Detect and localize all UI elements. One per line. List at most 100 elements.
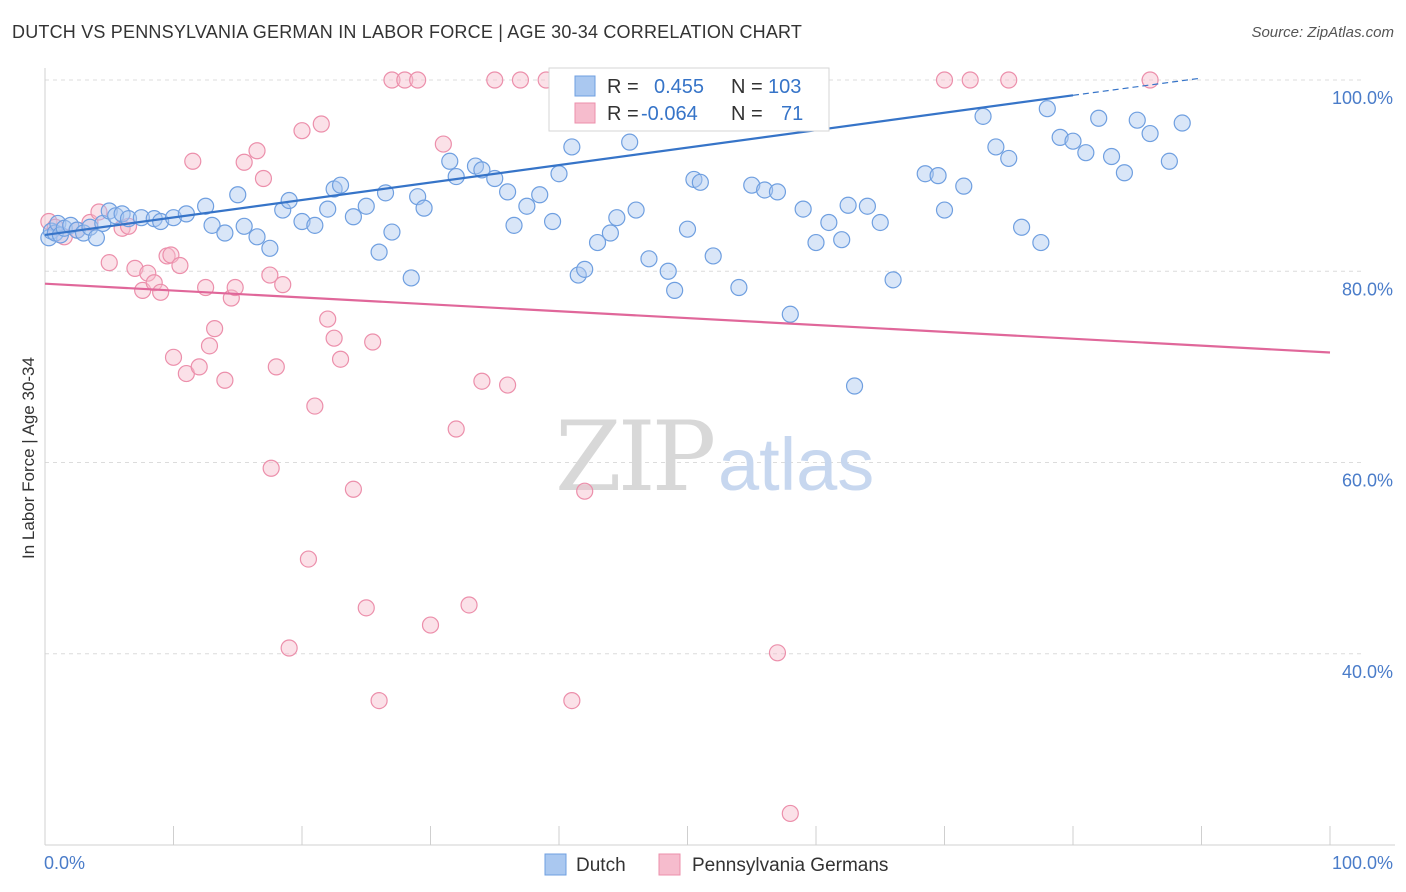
penn-point [254,169,273,188]
penn-point [370,692,388,710]
stats-legend: R = 0.455 N = 103 R = -0.064 N = 71 [548,67,830,132]
watermark: ZIP atlas [555,401,874,513]
penn-point [460,596,478,614]
dutch-point [518,197,536,215]
dutch-point [216,224,234,242]
dutch-point [627,201,645,219]
penn-r-value: -0.064 [641,103,698,125]
dutch-point [768,183,787,201]
dutch-point [415,199,433,217]
dutch-point [1115,164,1134,182]
watermark-zip: ZIP [555,401,714,513]
penn-n-value: 71 [781,103,803,125]
dutch-point [344,208,362,226]
series-legend-penn-label: Pennsylvania Germans [692,855,888,876]
dutch-point [261,239,279,257]
dutch-point [807,233,825,252]
dutch-point [935,201,954,219]
dutch-point [839,196,857,214]
dutch-point [152,212,170,231]
dutch-point [499,183,517,201]
penn-point [576,482,594,500]
dutch-point [441,152,459,170]
dutch-point [884,271,902,289]
dutch-n-value: 103 [768,76,801,98]
dutch-point [608,209,626,227]
dutch-point [306,216,324,234]
penn-n-label: N = [731,103,763,125]
penn-point [248,142,266,160]
dutch-point [588,233,607,252]
dutch-point [781,305,799,323]
dutch-point [1173,114,1191,132]
penn-point [216,371,234,389]
y-tick-label: 60.0% [1342,471,1393,491]
penn-point [190,358,208,376]
watermark-atlas: atlas [718,423,874,506]
y-axis-label: In Labor Force | Age 30-34 [19,357,38,559]
dutch-point [197,197,215,215]
dutch-point [1032,233,1050,252]
dutch-point [1051,128,1069,146]
dutch-trend-line [44,94,1074,237]
dutch-point [576,260,594,278]
dutch-r-label: R = [607,76,639,98]
legend-swatch-penn [574,102,596,124]
dutch-point [235,217,253,235]
dutch-point [473,161,491,179]
dutch-point [1064,132,1082,150]
dutch-point [1090,109,1108,127]
dutch-point [871,213,889,232]
dutch-point [678,220,697,238]
penn-point [499,376,517,394]
x-tick-label-end: 100.0% [1332,853,1393,873]
dutch-point [505,216,523,234]
penn-point [434,135,452,153]
dutch-point [755,181,774,199]
penn-point [511,71,530,89]
dutch-point [621,133,639,151]
dutch-point [543,212,562,231]
dutch-point [293,212,311,231]
dutch-point [87,229,106,247]
penn-point [421,616,440,634]
dutch-point [601,224,620,242]
dutch-point [1038,100,1056,118]
y-tick-label: 40.0% [1342,662,1393,682]
dutch-point [833,231,851,249]
series-legend-dutch-swatch [544,853,567,876]
dutch-point [858,197,877,215]
penn-point [184,152,202,170]
dutch-point [357,197,375,215]
penn-point [293,122,311,140]
dutch-point [929,167,947,185]
dutch-point [370,243,388,261]
dutch-point [248,228,266,246]
dutch-point [974,107,992,125]
dutch-point [1160,152,1178,170]
penn-point [145,274,163,292]
dutch-point [550,165,568,183]
dutch-point [916,165,934,183]
penn-point [280,639,298,657]
penn-point [274,276,292,294]
penn-point [935,71,954,89]
penn-point [152,283,170,301]
penn-point [299,550,318,568]
dutch-trend-extension [1072,77,1202,96]
dutch-point [1077,144,1095,162]
penn-point [768,644,787,662]
penn-point [261,266,279,284]
series-legend: Dutch Pennsylvania Germans [544,853,888,876]
penn-point [235,153,253,171]
penn-point [486,71,504,89]
penn-point [164,348,183,366]
dutch-point [845,377,864,395]
dutch-point [659,262,677,280]
penn-point [961,71,979,89]
dutch-point [640,250,658,268]
dutch-point [987,138,1005,156]
penn-point [447,420,465,438]
penn-point [206,320,224,338]
